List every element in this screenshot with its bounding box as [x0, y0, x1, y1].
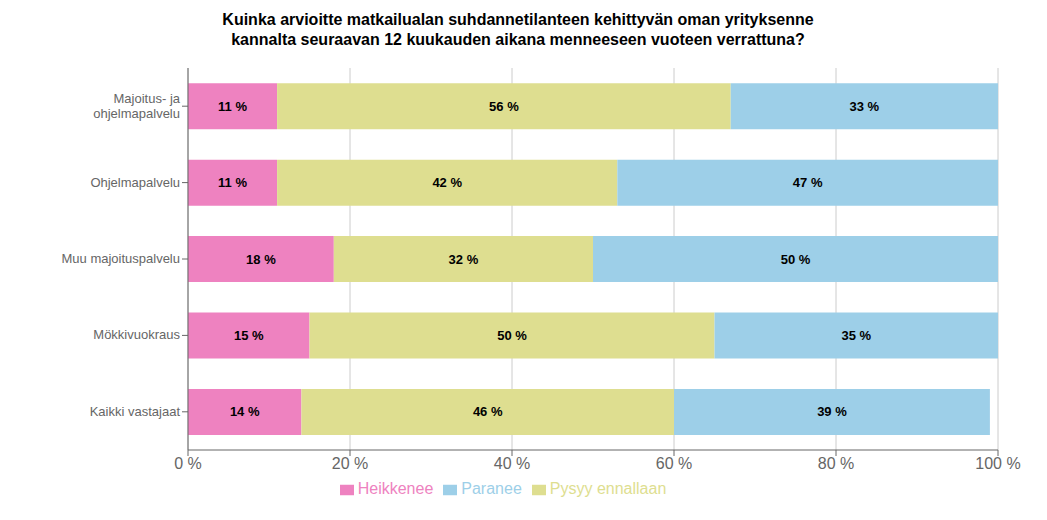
svg-text:20 %: 20 % — [332, 455, 368, 472]
html-text:Paranee: Paranee — [461, 480, 522, 497]
svg-text:35 %: 35 % — [841, 328, 871, 343]
svg-text:33 %: 33 % — [850, 99, 880, 114]
svg-text:11 %: 11 % — [218, 175, 247, 190]
svg-text:50 %: 50 % — [497, 328, 527, 343]
html-text:Kuinka arvioitte matkailualan: Kuinka arvioitte matkailualan suhdanneti… — [222, 11, 814, 48]
svg-text:Kaikki vastajaat: Kaikki vastajaat — [90, 404, 181, 419]
svg-text:42 %: 42 % — [432, 175, 462, 190]
html-text:Heikkenee: Heikkenee — [357, 480, 434, 497]
svg-text:47 %: 47 % — [793, 175, 823, 190]
svg-text:46 %: 46 % — [473, 404, 503, 419]
svg-text:80 %: 80 % — [818, 455, 854, 472]
svg-text:Ohjelmapalvelu: Ohjelmapalvelu — [90, 175, 180, 190]
svg-text:Muu majoituspalvelu: Muu majoituspalvelu — [61, 251, 180, 266]
svg-text:18 %: 18 % — [246, 252, 276, 267]
svg-text:40 %: 40 % — [494, 455, 530, 472]
svg-text:39 %: 39 % — [817, 404, 847, 419]
svg-text:Majoitus- jaohjelmapalvelu: Majoitus- jaohjelmapalvelu — [93, 91, 181, 121]
svg-text:50 %: 50 % — [781, 252, 811, 267]
html-text:Pysyy ennallaan: Pysyy ennallaan — [549, 480, 667, 497]
svg-text:15 %: 15 % — [234, 328, 264, 343]
svg-text:60 %: 60 % — [656, 455, 692, 472]
svg-text:11 %: 11 % — [218, 99, 247, 114]
svg-text:0 %: 0 % — [174, 455, 202, 472]
svg-text:100 %: 100 % — [975, 455, 1020, 472]
svg-text:32 %: 32 % — [449, 252, 479, 267]
svg-text:14 %: 14 % — [230, 404, 260, 419]
svg-text:Mökkivuokraus: Mökkivuokraus — [93, 327, 180, 342]
svg-text:56 %: 56 % — [489, 99, 519, 114]
